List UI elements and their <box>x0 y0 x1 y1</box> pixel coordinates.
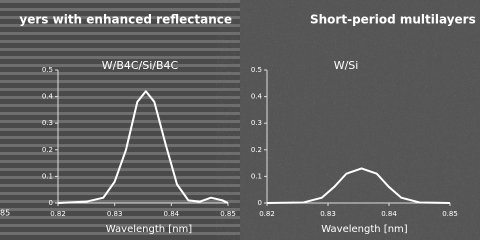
right-panel-noise <box>240 0 480 240</box>
panel-title: Short-period multilayers w <box>310 13 480 27</box>
y-tick-label: 0.3 <box>251 119 262 127</box>
y-tick-label: 0.3 <box>42 119 53 127</box>
y-tick-label: 0 <box>49 199 53 207</box>
x-axis-label: Wavelength [nm] <box>321 224 407 235</box>
x-tick-label: 0.83 <box>107 210 123 218</box>
y-tick-label: 0.1 <box>42 172 53 180</box>
x-tick-label: 0.84 <box>164 210 180 218</box>
x-tick-label: 0.84 <box>381 210 397 218</box>
x-axis-label: Wavelength [nm] <box>106 224 192 235</box>
y-tick-label: 0.4 <box>42 93 54 101</box>
curve-label: W/Si <box>334 59 359 72</box>
y-tick-label: 0.4 <box>251 93 263 101</box>
y-tick-label: 0.5 <box>42 66 53 74</box>
x-tick-label: 0.85 <box>220 210 236 218</box>
y-tick-label: 0.1 <box>251 172 262 180</box>
y-tick-label: 0.2 <box>42 146 53 154</box>
fragment-label: 85 <box>0 209 10 218</box>
x-tick-label: 0.82 <box>50 210 66 218</box>
x-tick-label: 0.85 <box>442 210 458 218</box>
reflectance-curve <box>266 167 451 204</box>
panel-title: yers with enhanced reflectance <box>19 13 232 27</box>
x-tick-label: 0.83 <box>320 210 336 218</box>
x-tick-label: 0.82 <box>259 210 275 218</box>
y-tick-label: 0 <box>258 199 262 207</box>
y-tick-label: 0.2 <box>251 146 262 154</box>
curve-label: W/B4C/Si/B4C <box>102 59 179 72</box>
reflectance-curve <box>57 90 229 204</box>
y-tick-label: 0.5 <box>251 66 262 74</box>
left-panel <box>0 0 240 240</box>
